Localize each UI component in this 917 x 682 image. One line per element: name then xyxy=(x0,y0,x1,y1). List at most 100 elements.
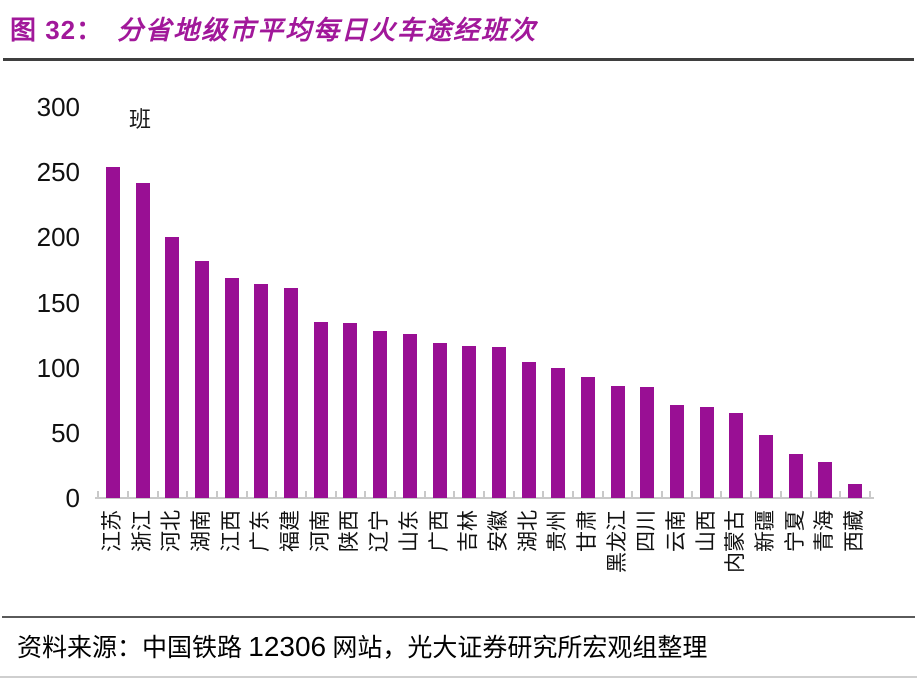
axis-tick xyxy=(483,491,486,497)
y-axis-tick-label: 250 xyxy=(36,157,80,188)
x-axis-label: 吉林 xyxy=(457,510,481,552)
x-axis-label: 陕西 xyxy=(338,510,362,552)
axis-tick xyxy=(512,491,515,497)
x-axis-label: 江西 xyxy=(219,510,243,552)
axis-tick xyxy=(394,491,396,497)
bar xyxy=(729,413,744,498)
x-axis-label: 青海 xyxy=(813,510,837,552)
x-axis-label: 河南 xyxy=(308,510,332,552)
bar xyxy=(580,376,595,498)
x-axis-label: 湖南 xyxy=(190,510,214,552)
bar xyxy=(135,182,150,498)
axis-tick xyxy=(453,491,456,497)
bar xyxy=(462,345,477,498)
x-axis-label: 福建 xyxy=(279,510,303,552)
axis-tick xyxy=(245,491,248,497)
bar xyxy=(313,322,328,498)
axis-tick xyxy=(97,491,100,497)
axis-tick xyxy=(720,491,723,497)
axis-tick xyxy=(690,491,693,497)
bar xyxy=(284,288,299,498)
bar xyxy=(521,362,536,498)
y-axis-tick-label: 300 xyxy=(36,92,80,122)
y-axis-unit-label: 班 xyxy=(129,107,152,132)
source-prefix: 资料来源：中国铁路 xyxy=(17,635,249,662)
axis-tick xyxy=(126,491,129,497)
axis-tick xyxy=(423,491,426,497)
axis-tick xyxy=(809,491,812,497)
source-divider xyxy=(2,616,915,618)
axis-tick xyxy=(186,491,189,497)
source-note: 资料来源：中国铁路 12306 网站，光大证券研究所宏观组整理 xyxy=(17,628,707,664)
y-axis-tick-label: 0 xyxy=(65,483,80,513)
axis-tick xyxy=(661,491,664,497)
figure-title-text: 分省地级市平均每日火车途经班次 xyxy=(117,16,538,45)
bar xyxy=(373,331,388,498)
bar xyxy=(165,237,180,498)
x-axis-label: 广西 xyxy=(427,510,451,552)
x-axis-label: 江苏 xyxy=(101,510,125,552)
axis-tick xyxy=(542,491,545,497)
axis-tick xyxy=(364,491,367,497)
bar xyxy=(818,461,833,498)
x-axis-label: 广东 xyxy=(249,510,273,552)
x-axis-label: 浙江 xyxy=(130,510,154,552)
x-axis-label: 黑龙江 xyxy=(605,510,629,573)
source-suffix: 网站，光大证券研究所宏观组整理 xyxy=(326,635,708,662)
x-axis-label: 新疆 xyxy=(754,510,777,552)
x-axis-label: 内蒙古 xyxy=(724,510,748,573)
bar xyxy=(254,284,269,498)
x-axis-label: 甘肃 xyxy=(575,510,599,552)
bar xyxy=(551,367,566,498)
x-axis-label: 四川 xyxy=(635,510,659,552)
bottom-divider xyxy=(0,676,917,678)
y-axis-tick-label: 150 xyxy=(36,287,80,318)
y-axis-tick-label: 200 xyxy=(36,222,80,253)
x-axis-label: 山东 xyxy=(397,510,421,552)
axis-tick xyxy=(779,491,782,497)
x-axis-label: 湖北 xyxy=(516,510,540,552)
x-axis-label: 宁夏 xyxy=(783,510,807,552)
axis-tick xyxy=(334,491,337,497)
x-axis-label: 河北 xyxy=(160,510,184,552)
axis-tick xyxy=(601,491,604,497)
x-axis-label: 山西 xyxy=(694,510,718,552)
axis-tick xyxy=(868,491,871,497)
bar xyxy=(343,323,358,498)
axis-tick xyxy=(156,491,159,497)
bar xyxy=(759,435,773,498)
x-axis-line xyxy=(95,496,874,499)
bar xyxy=(195,260,210,498)
x-axis-label: 云南 xyxy=(664,510,688,552)
figure-header: 图 32： 分省地级市平均每日火车途经班次 xyxy=(10,10,537,47)
x-axis-label: 西藏 xyxy=(843,510,867,552)
bar xyxy=(699,406,714,498)
bar xyxy=(106,166,121,498)
bar xyxy=(432,342,447,498)
source-number: 12306 xyxy=(248,631,327,662)
x-axis-label: 贵州 xyxy=(546,510,570,552)
bar xyxy=(224,277,239,498)
axis-tick xyxy=(750,491,753,497)
bar xyxy=(788,453,803,498)
axis-tick xyxy=(572,491,575,497)
bar xyxy=(402,333,417,498)
bar xyxy=(610,385,625,498)
bar xyxy=(640,387,655,498)
bar xyxy=(848,483,863,498)
axis-tick xyxy=(839,491,842,497)
y-axis-tick-label: 50 xyxy=(51,417,80,448)
axis-tick xyxy=(215,491,218,497)
x-axis-label: 安徽 xyxy=(486,510,510,552)
axis-tick xyxy=(275,491,278,497)
axis-tick xyxy=(631,491,634,497)
title-divider xyxy=(3,58,914,61)
figure-number-label: 图 32： xyxy=(10,15,104,45)
bar xyxy=(669,405,684,498)
bar xyxy=(491,346,506,498)
x-axis-label: 辽宁 xyxy=(368,510,392,552)
y-axis-tick-label: 100 xyxy=(36,352,80,383)
axis-tick xyxy=(304,491,307,497)
